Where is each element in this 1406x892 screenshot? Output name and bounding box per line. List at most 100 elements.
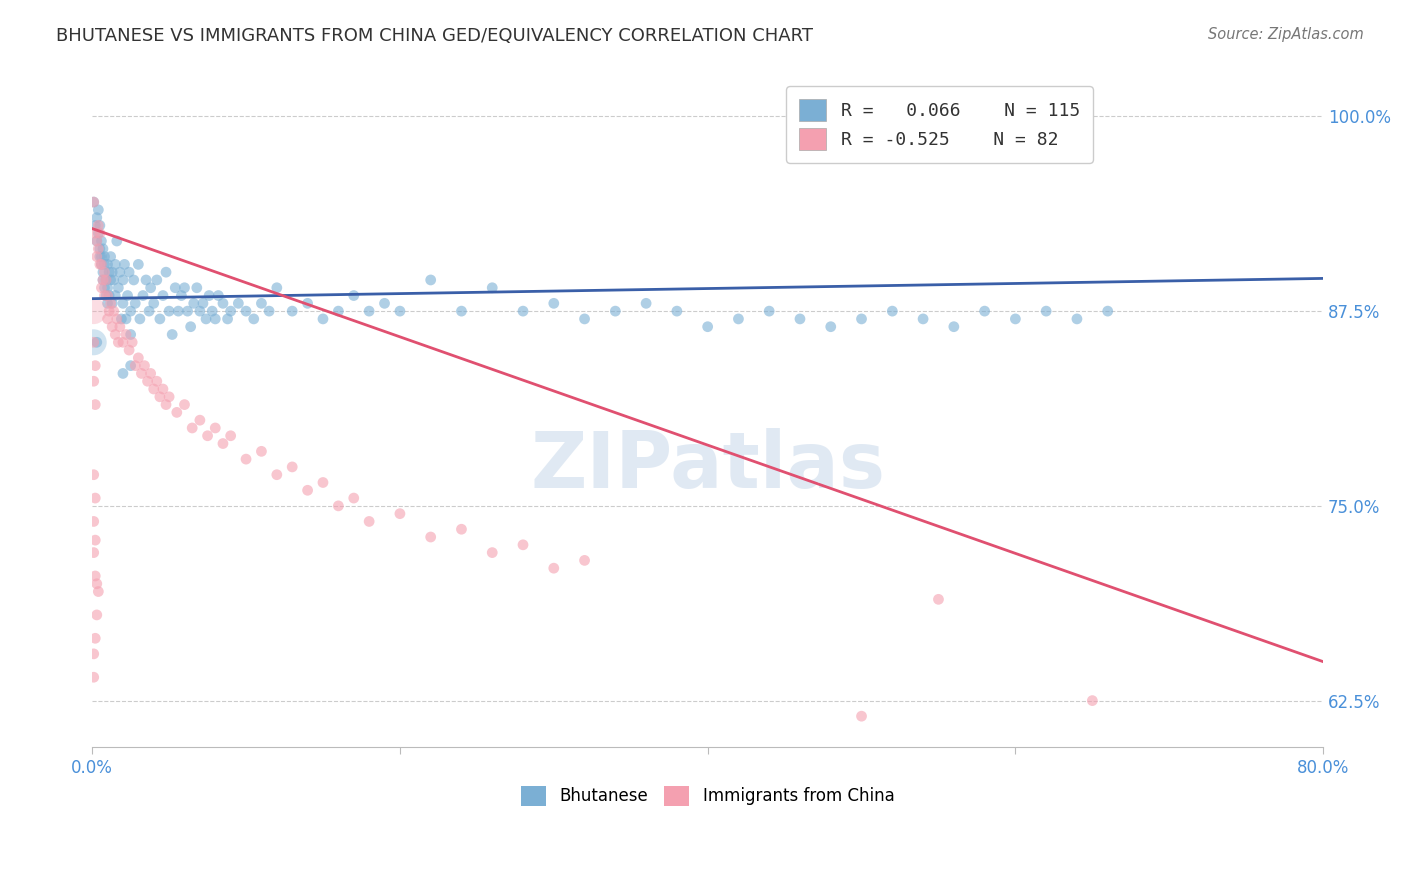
Point bbox=[100, 273, 122, 287]
Point bbox=[105, 312, 128, 326]
Point bbox=[90, 234, 112, 248]
Point bbox=[100, 250, 122, 264]
Point bbox=[281, 304, 304, 318]
Point bbox=[1066, 312, 1088, 326]
Point bbox=[89, 257, 111, 271]
Point bbox=[84, 226, 107, 240]
Point bbox=[343, 491, 366, 505]
Point bbox=[927, 592, 949, 607]
Point bbox=[373, 296, 395, 310]
Point bbox=[101, 296, 124, 310]
Point bbox=[117, 288, 139, 302]
Point bbox=[87, 584, 110, 599]
Point bbox=[450, 522, 472, 536]
Point bbox=[87, 202, 110, 217]
Point bbox=[139, 281, 162, 295]
Point bbox=[90, 257, 112, 271]
Point bbox=[186, 281, 208, 295]
Point bbox=[228, 296, 250, 310]
Point bbox=[94, 273, 117, 287]
Point bbox=[101, 319, 124, 334]
Point bbox=[120, 327, 142, 342]
Point bbox=[115, 312, 138, 326]
Point bbox=[98, 265, 121, 279]
Point bbox=[235, 452, 257, 467]
Point bbox=[188, 304, 211, 318]
Point bbox=[696, 319, 718, 334]
Point bbox=[86, 234, 108, 248]
Point bbox=[89, 226, 111, 240]
Point bbox=[198, 288, 221, 302]
Point bbox=[157, 390, 180, 404]
Point bbox=[108, 319, 131, 334]
Point bbox=[170, 288, 193, 302]
Point bbox=[328, 304, 350, 318]
Point bbox=[84, 569, 107, 583]
Point bbox=[97, 312, 120, 326]
Point bbox=[212, 436, 235, 450]
Point bbox=[204, 312, 226, 326]
Point bbox=[155, 398, 177, 412]
Point bbox=[155, 265, 177, 279]
Point bbox=[136, 374, 159, 388]
Point bbox=[110, 312, 132, 326]
Point bbox=[281, 459, 304, 474]
Point bbox=[266, 467, 288, 482]
Point bbox=[146, 273, 169, 287]
Point bbox=[91, 265, 114, 279]
Point bbox=[512, 304, 534, 318]
Point bbox=[120, 359, 142, 373]
Point bbox=[312, 312, 335, 326]
Point bbox=[93, 257, 115, 271]
Point bbox=[191, 296, 214, 310]
Point bbox=[83, 335, 105, 350]
Point bbox=[512, 538, 534, 552]
Point bbox=[543, 561, 565, 575]
Point bbox=[235, 304, 257, 318]
Point bbox=[574, 553, 596, 567]
Point bbox=[89, 242, 111, 256]
Point bbox=[90, 250, 112, 264]
Text: BHUTANESE VS IMMIGRANTS FROM CHINA GED/EQUIVALENCY CORRELATION CHART: BHUTANESE VS IMMIGRANTS FROM CHINA GED/E… bbox=[56, 27, 813, 45]
Point bbox=[388, 507, 411, 521]
Point bbox=[146, 374, 169, 388]
Point bbox=[142, 296, 165, 310]
Point bbox=[89, 250, 111, 264]
Point bbox=[94, 273, 117, 287]
Point bbox=[84, 398, 107, 412]
Point bbox=[108, 265, 131, 279]
Point bbox=[97, 281, 120, 295]
Point bbox=[86, 250, 108, 264]
Point bbox=[118, 265, 141, 279]
Point bbox=[882, 304, 904, 318]
Point bbox=[93, 250, 115, 264]
Point bbox=[120, 304, 142, 318]
Point bbox=[160, 327, 183, 342]
Point bbox=[87, 219, 110, 233]
Point bbox=[328, 499, 350, 513]
Point bbox=[727, 312, 749, 326]
Point bbox=[149, 390, 172, 404]
Point bbox=[83, 304, 105, 318]
Point bbox=[111, 273, 134, 287]
Point bbox=[103, 304, 125, 318]
Point bbox=[138, 304, 160, 318]
Point bbox=[139, 367, 162, 381]
Point bbox=[124, 296, 146, 310]
Point bbox=[98, 288, 121, 302]
Point bbox=[149, 312, 172, 326]
Point bbox=[86, 607, 108, 622]
Point bbox=[197, 429, 219, 443]
Point bbox=[165, 281, 187, 295]
Point bbox=[104, 257, 127, 271]
Point bbox=[101, 265, 124, 279]
Point bbox=[180, 319, 202, 334]
Point bbox=[758, 304, 780, 318]
Point bbox=[1081, 693, 1104, 707]
Point bbox=[83, 515, 105, 529]
Point bbox=[111, 335, 134, 350]
Point bbox=[217, 312, 239, 326]
Point bbox=[166, 405, 188, 419]
Point bbox=[83, 195, 105, 210]
Point bbox=[83, 546, 105, 560]
